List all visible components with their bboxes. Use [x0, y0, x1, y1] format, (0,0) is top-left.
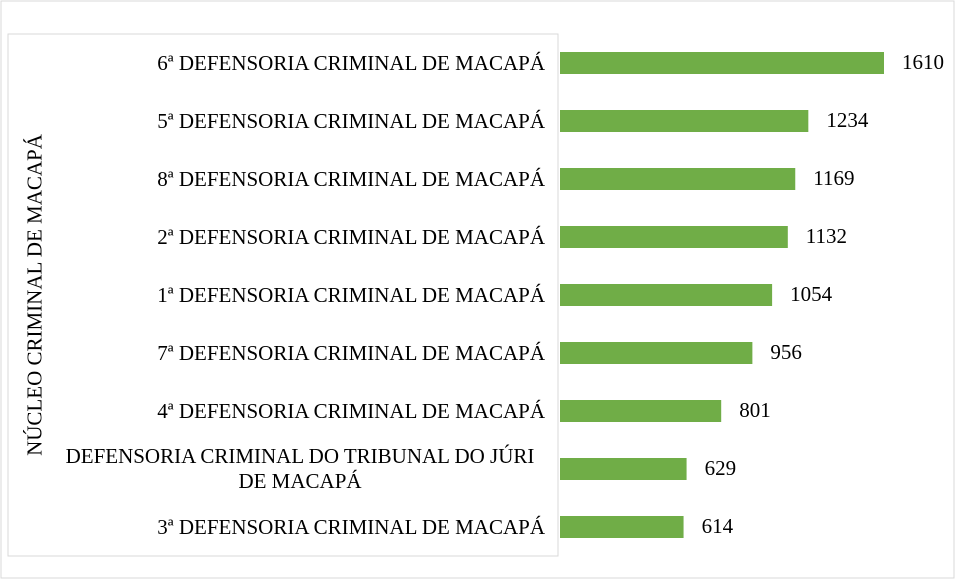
- category-row: 8ª DEFENSORIA CRIMINAL DE MACAPÁ: [40, 150, 545, 208]
- category-label: 4ª DEFENSORIA CRIMINAL DE MACAPÁ: [157, 398, 545, 423]
- value-label: 801: [739, 398, 771, 422]
- value-label: 1169: [813, 166, 854, 190]
- category-label: 5ª DEFENSORIA CRIMINAL DE MACAPÁ: [157, 108, 545, 133]
- category-label: DEFENSORIA CRIMINAL DO TRIBUNAL DO JÚRI …: [65, 444, 535, 493]
- value-label: 1054: [790, 282, 833, 306]
- value-label: 956: [770, 340, 802, 364]
- bar: [560, 284, 773, 306]
- bar: [560, 226, 788, 248]
- category-row: 3ª DEFENSORIA CRIMINAL DE MACAPÁ: [40, 498, 545, 556]
- category-label: 6ª DEFENSORIA CRIMINAL DE MACAPÁ: [157, 50, 545, 75]
- bar: [560, 458, 687, 480]
- label-box: [7, 33, 559, 557]
- category-label: 2ª DEFENSORIA CRIMINAL DE MACAPÁ: [157, 224, 545, 249]
- value-label: 1610: [902, 50, 944, 74]
- category-label: 3ª DEFENSORIA CRIMINAL DE MACAPÁ: [157, 514, 545, 539]
- category-row: 6ª DEFENSORIA CRIMINAL DE MACAPÁ: [40, 34, 545, 92]
- category-label: 7ª DEFENSORIA CRIMINAL DE MACAPÁ: [157, 340, 545, 365]
- category-row: 2ª DEFENSORIA CRIMINAL DE MACAPÁ: [40, 208, 545, 266]
- category-row: 4ª DEFENSORIA CRIMINAL DE MACAPÁ: [40, 382, 545, 440]
- bar: [560, 516, 684, 538]
- category-row: 5ª DEFENSORIA CRIMINAL DE MACAPÁ: [40, 92, 545, 150]
- category-label: 1ª DEFENSORIA CRIMINAL DE MACAPÁ: [157, 282, 545, 307]
- bar: [560, 110, 809, 132]
- value-label: 614: [702, 514, 734, 538]
- value-label: 1234: [826, 108, 869, 132]
- bar: [560, 52, 884, 74]
- category-row: DEFENSORIA CRIMINAL DO TRIBUNAL DO JÚRI …: [40, 440, 545, 498]
- value-label: 629: [705, 456, 737, 480]
- category-label: 8ª DEFENSORIA CRIMINAL DE MACAPÁ: [157, 166, 545, 191]
- category-row: 1ª DEFENSORIA CRIMINAL DE MACAPÁ: [40, 266, 545, 324]
- bar: [560, 342, 753, 364]
- bar: [560, 400, 722, 422]
- category-row: 7ª DEFENSORIA CRIMINAL DE MACAPÁ: [40, 324, 545, 382]
- value-label: 1132: [806, 224, 847, 248]
- bar: [560, 168, 796, 190]
